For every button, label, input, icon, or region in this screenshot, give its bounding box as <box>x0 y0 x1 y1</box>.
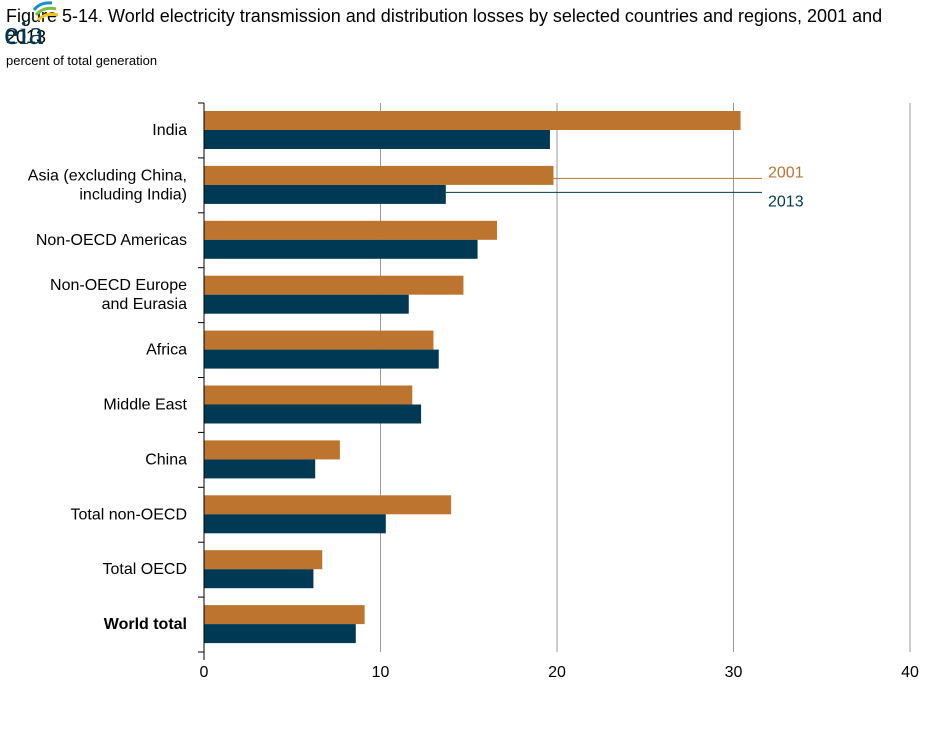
category-label: Non-OECD Europe and Eurasia <box>50 277 187 313</box>
bar-2001 <box>204 165 554 185</box>
category-label: India <box>152 122 187 139</box>
legend-label-2013: 2013 <box>768 193 804 210</box>
bar-2013 <box>204 184 446 204</box>
x-tick-label: 20 <box>548 664 566 681</box>
category-label: Non-OECD Americas <box>36 232 187 249</box>
bar-2013 <box>204 239 478 259</box>
eia-logo-icon: eia <box>4 1 59 48</box>
bar-2001 <box>204 605 365 625</box>
bar-2001 <box>204 440 340 460</box>
chart-subtitle: percent of total generation <box>6 53 158 68</box>
bar-2013 <box>204 459 316 479</box>
category-label: Middle East <box>103 397 187 414</box>
category-label: Asia (excluding China, including India) <box>28 167 187 203</box>
bar-2013 <box>204 349 439 369</box>
bar-2013 <box>204 294 409 314</box>
bar-2001 <box>204 385 413 405</box>
category-label: China <box>145 451 187 468</box>
bar-2013 <box>204 514 386 534</box>
x-tick-label: 30 <box>725 664 743 681</box>
bar-2001 <box>204 330 434 350</box>
bar-2013 <box>204 624 356 644</box>
bar-2001 <box>204 111 741 130</box>
category-label: World total <box>104 616 187 633</box>
x-tick-label: 10 <box>372 664 390 681</box>
x-tick-label: 40 <box>901 664 919 681</box>
bar-2001 <box>204 275 464 295</box>
chart-title: Figure 5-14. World electricity transmiss… <box>6 6 883 47</box>
bar-2013 <box>204 569 314 589</box>
eia-logo-text: eia <box>4 15 44 48</box>
bar-2001 <box>204 495 452 515</box>
legend-label-2001: 2001 <box>768 164 804 181</box>
bar-2013 <box>204 130 550 149</box>
x-tick-label: 0 <box>200 664 209 681</box>
bar-2001 <box>204 220 497 240</box>
category-label: Total non-OECD <box>71 506 188 523</box>
category-label: Total OECD <box>103 561 187 578</box>
category-label: Africa <box>146 342 187 359</box>
bar-2013 <box>204 404 422 424</box>
bar-2001 <box>204 550 323 570</box>
